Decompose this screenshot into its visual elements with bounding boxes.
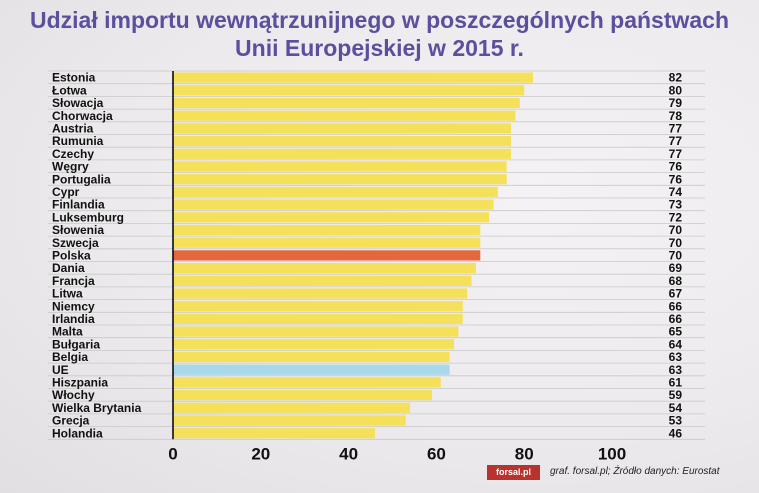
value-label: 59 — [669, 388, 683, 402]
category-label: Wielka Brytania — [52, 401, 142, 415]
bar-11 — [173, 212, 490, 223]
value-label: 77 — [669, 134, 683, 148]
bar-21 — [173, 339, 454, 350]
chart-title-line1: Udział importu wewnątrzunijnego w poszcz… — [29, 7, 730, 33]
bar-24 — [173, 377, 441, 388]
category-label: Irlandia — [52, 312, 95, 326]
category-label: Finlandia — [52, 198, 105, 212]
category-label: Luksemburg — [52, 210, 124, 224]
value-label: 66 — [669, 312, 683, 326]
bar-19 — [173, 313, 463, 324]
value-label: 69 — [669, 261, 683, 275]
value-label: 61 — [669, 376, 683, 390]
value-label: 63 — [669, 350, 683, 364]
bar-25 — [173, 390, 433, 401]
bar-9 — [173, 186, 498, 197]
category-label: Chorwacja — [52, 109, 113, 123]
bar-17 — [173, 288, 468, 299]
value-label: 77 — [669, 147, 683, 161]
value-label: 78 — [669, 109, 683, 123]
value-label: 70 — [669, 236, 683, 250]
category-label: Niemcy — [52, 299, 95, 313]
value-label: 74 — [669, 185, 683, 199]
value-label: 54 — [669, 401, 683, 415]
value-label: 72 — [669, 210, 683, 224]
value-label: 70 — [669, 223, 683, 237]
bar-20 — [173, 326, 459, 337]
bar-2 — [173, 97, 520, 109]
value-label: 80 — [669, 83, 683, 97]
bar-4 — [173, 123, 512, 134]
bar-6 — [173, 148, 512, 159]
category-label: Cypr — [52, 185, 80, 199]
category-label: Szwecja — [52, 236, 99, 250]
bar-8 — [173, 174, 507, 185]
x-tick-label: 0 — [168, 444, 177, 463]
x-tick-label: 20 — [251, 444, 270, 463]
category-label: Polska — [52, 249, 91, 263]
value-label: 77 — [669, 122, 683, 136]
value-label: 64 — [669, 337, 683, 351]
bar-28 — [173, 428, 375, 439]
x-tick-label: 80 — [515, 444, 534, 463]
value-label: 66 — [669, 299, 683, 313]
value-label: 65 — [669, 325, 683, 339]
bar-16 — [173, 275, 472, 286]
forsal-logo: forsal.pl — [487, 465, 540, 480]
chart-title: Udział importu wewnątrzunijnego w poszcz… — [0, 6, 759, 62]
category-label: Słowenia — [52, 223, 104, 237]
value-label: 53 — [669, 414, 683, 428]
category-label: Estonia — [52, 71, 96, 85]
category-label: Francja — [52, 274, 95, 288]
value-label: 73 — [669, 198, 683, 212]
bar-23 — [173, 364, 450, 375]
category-label: Portugalia — [52, 172, 111, 186]
value-label: 63 — [669, 363, 683, 377]
value-label: 67 — [669, 287, 683, 301]
category-label: Rumunia — [52, 134, 104, 148]
category-label: Słowacja — [52, 96, 104, 110]
bar-1 — [173, 85, 525, 96]
bar-13 — [173, 237, 481, 248]
value-label: 79 — [669, 96, 683, 110]
category-label: Węgry — [52, 160, 89, 174]
x-tick-label: 60 — [427, 444, 446, 463]
value-label: 82 — [669, 71, 683, 85]
bar-5 — [173, 136, 512, 147]
category-label: Malta — [52, 325, 83, 339]
bar-10 — [173, 199, 494, 210]
bar-7 — [173, 161, 507, 172]
value-label: 76 — [669, 172, 683, 186]
bar-15 — [173, 263, 476, 274]
x-tick-label: 40 — [339, 444, 358, 463]
bar-22 — [173, 351, 450, 363]
category-label: Łotwa — [52, 83, 87, 97]
value-label: 46 — [669, 426, 683, 440]
bar-14 — [173, 250, 481, 261]
category-label: Holandia — [52, 426, 103, 440]
category-label: Czechy — [52, 147, 94, 161]
bar-27 — [173, 415, 406, 426]
value-label: 68 — [669, 274, 683, 288]
category-label: Włochy — [52, 388, 95, 402]
category-label: Grecja — [52, 414, 90, 428]
bar-0 — [173, 72, 533, 83]
category-label: UE — [52, 363, 69, 377]
x-tick-label: 100 — [598, 444, 626, 463]
bar-26 — [173, 402, 411, 413]
bar-12 — [173, 224, 481, 236]
value-label: 70 — [669, 249, 683, 263]
chart-title-line2: Unii Europejskiej w 2015 r. — [235, 35, 524, 61]
category-label: Austria — [52, 122, 94, 136]
category-label: Belgia — [52, 350, 88, 364]
source-note: graf. forsal.pl; Źródło danych: Eurostat — [550, 466, 720, 477]
category-label: Hiszpania — [52, 376, 108, 390]
value-label: 76 — [669, 160, 683, 174]
bar-3 — [173, 110, 516, 121]
category-label: Litwa — [52, 287, 83, 301]
bar-18 — [173, 301, 463, 312]
category-label: Dania — [52, 261, 85, 275]
category-label: Bułgaria — [52, 337, 100, 351]
